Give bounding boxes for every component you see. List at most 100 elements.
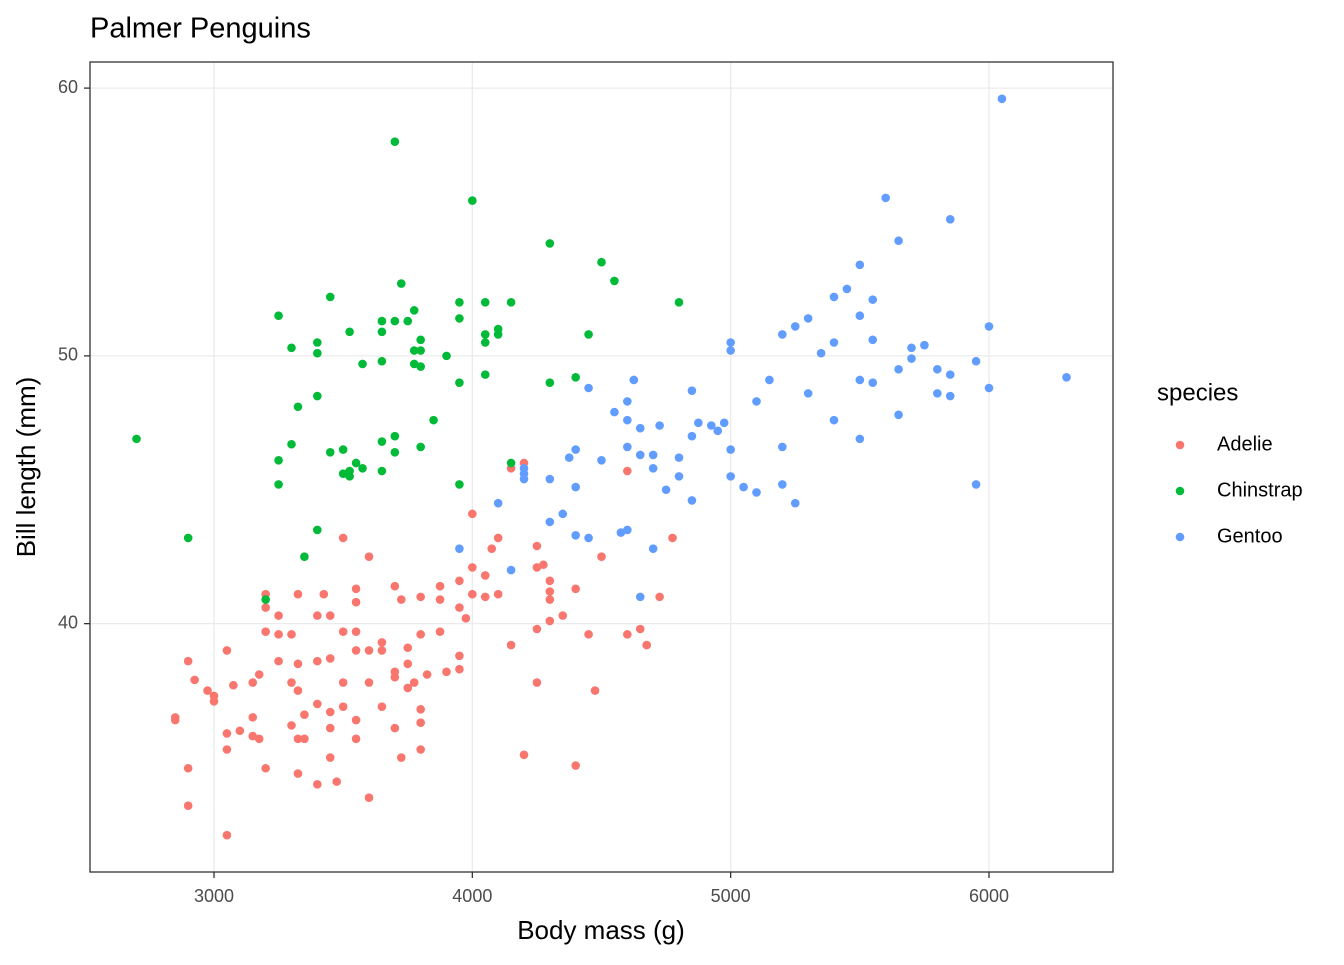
legend-label: Chinstrap [1217, 479, 1303, 501]
point [351, 734, 361, 744]
point [351, 646, 361, 655]
legend-title: species [1157, 379, 1238, 406]
point [300, 710, 309, 719]
point [493, 589, 503, 599]
point [648, 544, 658, 553]
point [597, 257, 606, 267]
point [442, 351, 451, 361]
point [655, 421, 664, 430]
point [313, 656, 322, 666]
point [351, 584, 361, 594]
point [855, 434, 865, 444]
point [687, 386, 697, 395]
point [416, 630, 425, 639]
point [222, 729, 232, 738]
point [635, 592, 645, 602]
point [461, 613, 471, 623]
points [132, 94, 1071, 840]
point [623, 442, 632, 452]
point [933, 389, 942, 398]
point [584, 330, 593, 339]
point [545, 587, 555, 596]
point [287, 630, 296, 639]
point [403, 316, 413, 326]
point [829, 338, 839, 347]
point [325, 723, 335, 733]
point [635, 624, 645, 634]
point [629, 375, 639, 385]
point [416, 335, 425, 345]
point [364, 678, 374, 687]
point [435, 595, 445, 604]
point [881, 193, 890, 203]
point [390, 581, 400, 591]
point [313, 780, 322, 789]
point [300, 734, 309, 744]
point [293, 769, 303, 778]
point [183, 801, 193, 811]
point [287, 439, 296, 449]
point [293, 589, 303, 599]
point [506, 565, 516, 575]
point [816, 348, 826, 358]
point [493, 533, 503, 543]
point [455, 576, 464, 586]
point [584, 533, 593, 543]
point [635, 423, 645, 433]
legend-label: Adelie [1217, 433, 1273, 455]
point [778, 442, 787, 452]
point [351, 597, 361, 607]
point [558, 509, 568, 519]
point [183, 656, 193, 666]
point [545, 239, 555, 248]
point [132, 434, 141, 444]
point [293, 659, 303, 669]
point [726, 338, 735, 347]
point [364, 646, 374, 655]
point [345, 466, 354, 476]
point [222, 745, 232, 754]
point [377, 356, 387, 366]
point [338, 533, 348, 543]
point [706, 421, 716, 430]
point [429, 415, 438, 425]
point [907, 343, 916, 353]
point [719, 418, 729, 428]
point [545, 576, 555, 586]
point [396, 279, 406, 288]
point [855, 375, 865, 385]
point [1062, 372, 1071, 382]
point [313, 699, 322, 709]
point [396, 753, 406, 762]
point [803, 389, 813, 398]
point [351, 627, 361, 636]
point [480, 370, 490, 379]
y-tick-label: 60 [58, 77, 78, 97]
point [616, 528, 626, 537]
point [183, 533, 193, 543]
point [313, 391, 322, 401]
point [287, 678, 296, 687]
point [623, 415, 632, 425]
point [261, 595, 270, 604]
point [480, 571, 490, 580]
point [480, 298, 490, 307]
axes: 3000 4000 5000 6000 40 50 60 [58, 77, 1009, 906]
point [396, 595, 406, 604]
point [571, 761, 580, 770]
point [623, 525, 632, 535]
point [564, 453, 574, 462]
point [894, 236, 903, 246]
point [409, 306, 419, 315]
point [506, 298, 516, 307]
point [726, 445, 735, 454]
point [248, 731, 258, 741]
point [338, 627, 348, 636]
point [293, 686, 303, 695]
point [403, 683, 413, 693]
point [532, 678, 542, 687]
point [584, 383, 593, 393]
point [416, 346, 425, 355]
point [635, 450, 645, 460]
